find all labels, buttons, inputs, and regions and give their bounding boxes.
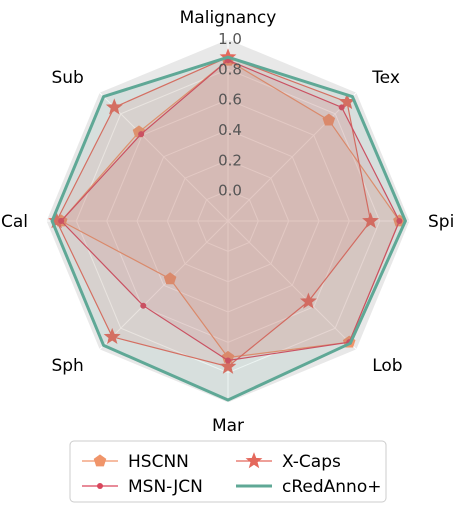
radial-tick-label: 1.0 <box>218 30 242 48</box>
series-2-point-2 <box>396 218 403 224</box>
radial-tick-labels: 0.0 0.2 0.4 0.6 0.8 1.0 <box>218 30 242 200</box>
series-fill-3 <box>52 57 406 400</box>
series-fill-0 <box>61 60 400 358</box>
legend-item-1: X-Caps <box>236 452 341 472</box>
axis-label-spi: Spi <box>428 212 454 232</box>
radar-series <box>48 48 408 402</box>
legend-marker <box>93 454 107 467</box>
axis-label-malignancy: Malignancy <box>180 8 277 28</box>
radial-tick-label: 0.2 <box>218 151 242 169</box>
legend-label: cRedAnno+ <box>282 477 381 497</box>
grid-spoke <box>98 220 229 351</box>
series-1-point-4 <box>219 357 237 374</box>
series-0-point-1 <box>322 113 336 126</box>
series-1-point-2 <box>362 212 380 229</box>
axis-label-sph: Sph <box>51 356 83 376</box>
radial-tick-label: 0.4 <box>218 121 242 139</box>
series-1-point-5 <box>103 327 121 345</box>
legend: HSCNN X-Caps MSN-JCN cRedAnno+ <box>69 440 387 503</box>
radial-tick-label: 0.0 <box>218 182 242 200</box>
legend-marker <box>245 452 263 469</box>
axis-label-cal: Cal <box>1 212 28 232</box>
legend-item-2: MSN-JCN <box>82 477 203 497</box>
radial-tick-label: 0.8 <box>218 60 242 78</box>
radar-grid <box>45 38 411 404</box>
legend-label: HSCNN <box>128 452 189 472</box>
grid-spoke <box>227 220 358 351</box>
grid-spoke <box>227 91 358 222</box>
axis-labels: Malignancy Tex Spi Lob Mar Sph Cal Sub <box>1 8 454 436</box>
series-fill-1 <box>56 57 371 367</box>
series-2-point-6 <box>58 218 65 224</box>
axis-label-sub: Sub <box>51 68 83 88</box>
series-2-point-7 <box>138 131 145 138</box>
legend-frame <box>69 440 387 503</box>
axis-label-mar: Mar <box>212 416 244 436</box>
grid-spoke <box>98 91 229 222</box>
series-0-point-5 <box>163 272 177 285</box>
legend-label: MSN-JCN <box>128 477 203 497</box>
series-2-point-5 <box>140 302 147 309</box>
series-line-3 <box>50 55 408 402</box>
series-2-point-1 <box>338 104 345 111</box>
series-1-point-7 <box>105 98 123 115</box>
legend-marker <box>97 483 103 489</box>
axis-label-lob: Lob <box>372 356 402 376</box>
legend-item-3: cRedAnno+ <box>236 477 381 497</box>
radial-tick-label: 0.6 <box>218 91 242 109</box>
legend-label: X-Caps <box>282 452 341 472</box>
axis-label-tex: Tex <box>371 68 400 88</box>
legend-item-0: HSCNN <box>82 452 189 472</box>
series-fill-2 <box>61 60 400 361</box>
series-2-point-4 <box>225 357 231 364</box>
series-1-point-3 <box>299 292 317 309</box>
